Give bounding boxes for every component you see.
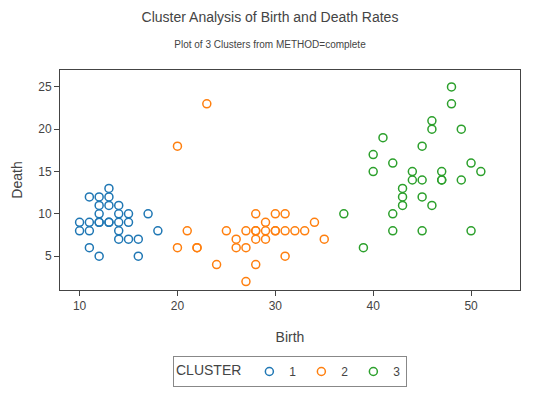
svg-text:40: 40	[367, 299, 381, 313]
svg-text:Birth: Birth	[276, 329, 305, 345]
svg-text:2: 2	[341, 365, 348, 379]
svg-text:Plot of 3 Clusters from METHOD: Plot of 3 Clusters from METHOD=complete	[174, 39, 366, 50]
svg-text:10: 10	[73, 299, 87, 313]
svg-text:30: 30	[269, 299, 283, 313]
svg-text:CLUSTER: CLUSTER	[176, 362, 241, 378]
svg-text:50: 50	[464, 299, 478, 313]
svg-text:15: 15	[38, 165, 52, 179]
svg-text:25: 25	[38, 80, 52, 94]
svg-text:20: 20	[38, 122, 52, 136]
svg-text:Death: Death	[9, 161, 25, 198]
svg-text:1: 1	[289, 365, 296, 379]
svg-text:10: 10	[38, 207, 52, 221]
svg-text:5: 5	[45, 249, 52, 263]
svg-text:3: 3	[393, 365, 400, 379]
svg-text:20: 20	[171, 299, 185, 313]
svg-text:Cluster Analysis of Birth and: Cluster Analysis of Birth and Death Rate…	[142, 9, 399, 25]
